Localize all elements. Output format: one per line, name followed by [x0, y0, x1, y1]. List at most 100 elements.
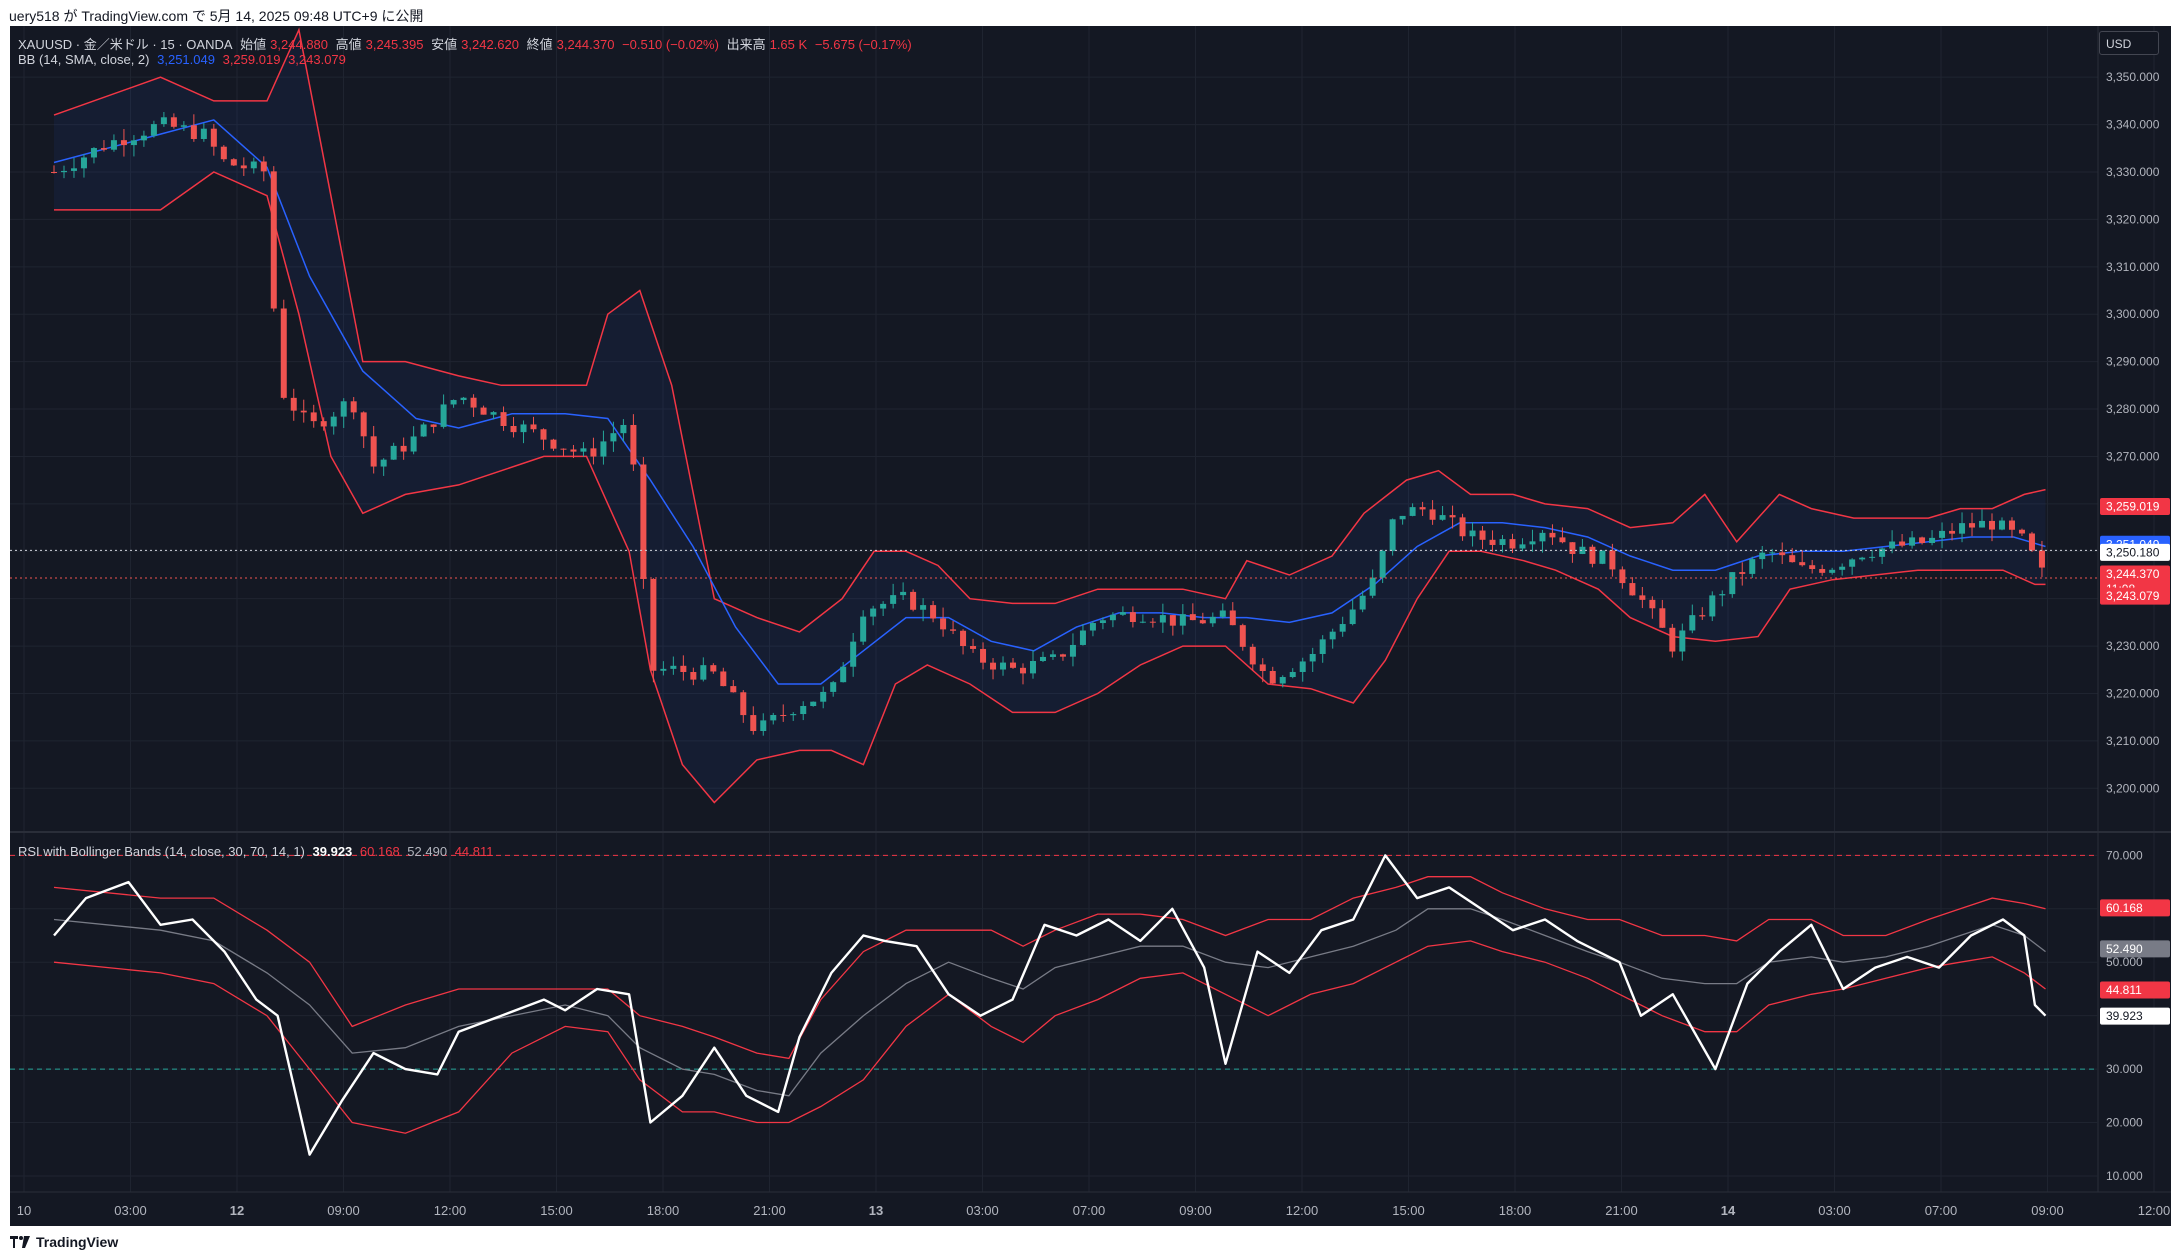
- candle-body: [130, 140, 137, 146]
- candle-body: [820, 691, 827, 702]
- candle-body: [930, 605, 937, 619]
- rsi-tick-label: 50.000: [2106, 955, 2143, 969]
- tag-bb-upper-box: [2100, 498, 2170, 516]
- chart-svg[interactable]: 3,350.000 3,340.000 3,330.000 3,320.000 3,31…: [10, 26, 2171, 1226]
- candle-body: [1519, 544, 1526, 549]
- candle-body: [1359, 595, 1366, 610]
- candle-body: [1979, 520, 1986, 528]
- price-tick-label: 3,200.000: [2106, 781, 2160, 795]
- time-tick-label: 21:00: [753, 1203, 786, 1218]
- price-tick-label: 3,300.000: [2106, 307, 2160, 321]
- rsi-label[interactable]: RSI with Bollinger Bands (14, close, 30,…: [18, 844, 305, 859]
- candle-body: [1309, 653, 1316, 662]
- candle-body: [890, 595, 897, 604]
- open-value: 3,244.880: [270, 37, 329, 52]
- candle-body: [260, 161, 267, 172]
- axes: 3,350.000 3,340.000 3,330.000 3,320.000 3,31…: [17, 70, 2171, 1218]
- time-tick-label: 03:00: [966, 1203, 999, 1218]
- candle-body: [470, 397, 477, 408]
- tradingview-logo[interactable]: TradingView: [10, 1234, 118, 1250]
- time-tick-label: 03:00: [1818, 1203, 1851, 1218]
- candle-body: [1819, 569, 1826, 573]
- candle-body: [370, 436, 377, 467]
- bb-fill: [54, 29, 2046, 803]
- bb-upper-value: 3,259.019: [222, 52, 281, 67]
- candle-body: [1529, 541, 1536, 545]
- candle-body: [340, 401, 347, 417]
- candle-body: [1599, 550, 1606, 564]
- candle-body: [80, 157, 87, 169]
- tag-rsi-basis-box: [2100, 940, 2170, 958]
- close-value: 3,244.370: [556, 37, 615, 52]
- candle-body: [2008, 520, 2015, 530]
- currency-button[interactable]: USD: [2099, 31, 2159, 55]
- candle-body: [720, 671, 727, 687]
- time-tick-label: 10: [17, 1203, 31, 1218]
- candle-body: [1349, 609, 1356, 625]
- high-value: 3,245.395: [365, 37, 424, 52]
- candle-body: [140, 135, 147, 141]
- candle-body: [710, 665, 717, 672]
- bb-basis-line: [53, 119, 2046, 685]
- rsi-tick-label: 30.000: [2106, 1062, 2143, 1076]
- time-tick-label: 09:00: [327, 1203, 360, 1218]
- candle-body: [1839, 566, 1846, 570]
- candle-body: [1969, 523, 1976, 528]
- candle-body: [1339, 624, 1346, 632]
- candle-body: [790, 714, 797, 716]
- candle-body: [1099, 620, 1106, 624]
- candle-body: [530, 424, 537, 430]
- candle-body: [1549, 532, 1556, 538]
- candle-body: [1239, 625, 1246, 647]
- candle-body: [330, 416, 337, 427]
- candle-body: [1789, 555, 1796, 563]
- candle-body: [51, 172, 57, 173]
- volume-change: −5.675 (−0.17%): [814, 37, 912, 52]
- time-tick-label: 07:00: [1073, 1203, 1106, 1218]
- volume-value: 1.65 K: [769, 37, 808, 52]
- candle-body: [1619, 569, 1626, 584]
- chart-area[interactable]: 3,350.000 3,340.000 3,330.000 3,320.000 3,31…: [10, 26, 2171, 1226]
- tag-rsi-upper-text: 60.168: [2106, 901, 2143, 915]
- candle-body: [1459, 517, 1466, 537]
- candle-body: [1159, 615, 1166, 623]
- candle-body: [970, 646, 977, 649]
- candle-body: [270, 171, 277, 309]
- time-tick-label: 09:00: [2031, 1203, 2064, 1218]
- candle-body: [360, 412, 367, 437]
- bb-label[interactable]: BB (14, SMA, close, 2): [18, 52, 150, 67]
- tag-bb-upper: 3,259.019: [2100, 498, 2170, 516]
- candle-body: [1759, 552, 1766, 560]
- candle-body: [620, 424, 627, 434]
- candle-body: [1049, 654, 1056, 657]
- time-tick-label: 15:00: [540, 1203, 573, 1218]
- price-tick-label: 3,320.000: [2106, 212, 2160, 226]
- tag-rsi-basis-text: 52.490: [2106, 942, 2143, 956]
- rsi-lower-value: 44.811: [454, 844, 494, 859]
- candle-body: [1859, 557, 1866, 560]
- candle-body: [1010, 662, 1017, 668]
- candle-body: [1139, 621, 1146, 623]
- candle-body: [1169, 615, 1176, 626]
- time-tick-label: 15:00: [1392, 1203, 1425, 1218]
- candle-body: [1769, 552, 1776, 554]
- candle-body: [1489, 539, 1496, 545]
- candle-body: [60, 170, 67, 173]
- candle-body: [350, 401, 357, 413]
- candle-body: [650, 578, 657, 671]
- candle-body: [150, 124, 157, 136]
- tag-bb-lower: 3,243.079: [2100, 587, 2170, 605]
- candle-body: [1629, 583, 1636, 596]
- candle-body: [1869, 556, 1876, 558]
- tag-bb-lower-text: 3,243.079: [2106, 589, 2160, 603]
- candle-body: [70, 168, 77, 171]
- candle-body: [1089, 623, 1096, 631]
- candle-body: [230, 159, 237, 166]
- candle-body: [220, 146, 227, 160]
- symbol-info[interactable]: XAUUSD · 金／米ドル · 15 · OANDA: [18, 37, 233, 52]
- candle-body: [420, 424, 427, 437]
- candle-body: [990, 662, 997, 670]
- candle-body: [1659, 608, 1666, 628]
- candle-body: [200, 128, 207, 139]
- candle-body: [450, 400, 457, 405]
